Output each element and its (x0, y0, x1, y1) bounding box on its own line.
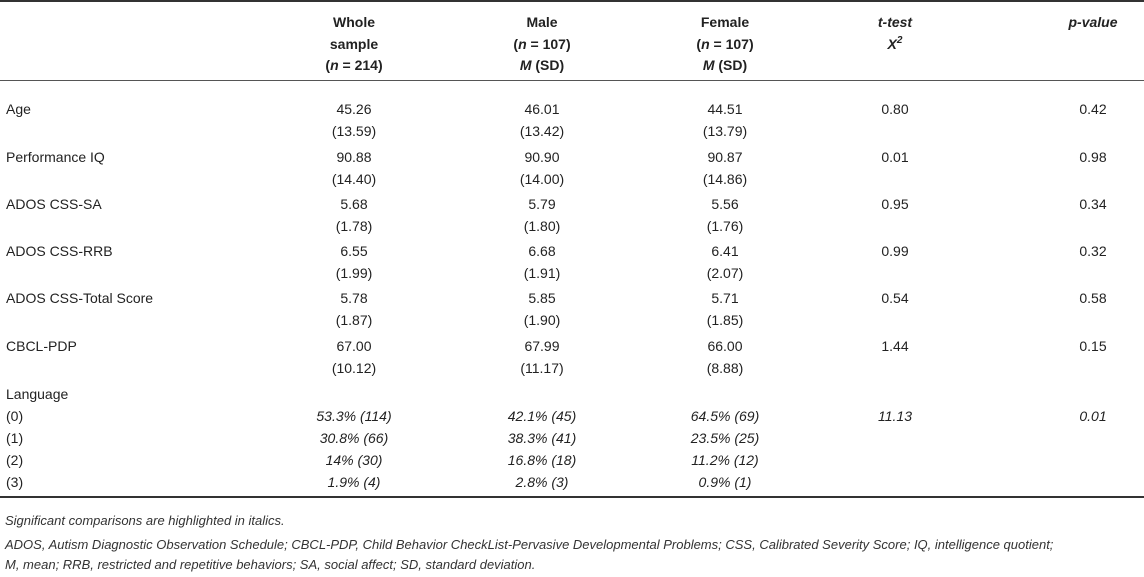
cell-whole-mean: 67.00 (336, 338, 372, 354)
header-female-stat: M (SD) (702, 57, 748, 73)
row-label: ADOS CSS-SA (6, 196, 102, 212)
table-header-rule (0, 80, 1144, 81)
cell-whole-sd: (13.59) (331, 123, 377, 139)
cell-whole-sd: (1.87) (335, 312, 373, 328)
cell-female-sd: (13.79) (702, 123, 748, 139)
cell-whole-sd: (1.78) (335, 218, 373, 234)
language-level-label: (1) (6, 430, 24, 446)
header-female: Female (n = 107) M (SD) (585, 12, 865, 77)
cell-male-sd: (14.00) (519, 171, 565, 187)
cell-male-mean: 5.79 (528, 196, 556, 212)
table-bottom-rule (0, 496, 1144, 498)
header-pvalue: p-value (1068, 14, 1118, 30)
cell-male-sd: (11.17) (520, 360, 564, 376)
footnote-abbreviations-1: ADOS, Autism Diagnostic Observation Sche… (5, 537, 1054, 552)
cell-pvalue: 0.42 (1079, 101, 1107, 117)
cell-ttest: 0.54 (881, 290, 909, 306)
cell-female-mean: 66.00 (707, 338, 743, 354)
cell-female-mean: 5.56 (711, 196, 739, 212)
cell-language-female: 23.5% (25) (690, 430, 760, 446)
cell-male-mean: 5.85 (528, 290, 556, 306)
cell-pvalue: 0.15 (1079, 338, 1107, 354)
cell-whole-mean: 5.78 (340, 290, 368, 306)
row-label: ADOS CSS-RRB (6, 243, 113, 259)
language-level-label: (0) (6, 408, 24, 424)
cell-ttest: 0.95 (881, 196, 909, 212)
footnote-abbreviations-2: M, mean; RRB, restricted and repetitive … (5, 557, 536, 572)
header-male: Male (n = 107) M (SD) (402, 12, 682, 77)
cell-male-mean: 90.90 (524, 149, 560, 165)
header-ttest: t-test X2 (825, 12, 965, 55)
cell-pvalue: 0.34 (1079, 196, 1107, 212)
header-male-n: (n = 107) (513, 35, 571, 52)
cell-male-mean: 67.99 (524, 338, 560, 354)
cell-female-sd: (8.88) (706, 360, 744, 376)
cell-female-sd: (2.07) (706, 265, 744, 281)
cell-language-ttest: 11.13 (878, 408, 912, 424)
table-top-rule (0, 0, 1144, 2)
cell-language-male: 42.1% (45) (507, 408, 577, 424)
cell-language-whole: 30.8% (66) (319, 430, 389, 446)
cell-whole-mean: 5.68 (340, 196, 368, 212)
header-ttest-label: t-test (877, 14, 913, 30)
row-label: CBCL-PDP (6, 338, 77, 354)
header-whole-n: (n = 214) (325, 57, 383, 73)
cell-male-sd: (1.90) (523, 312, 561, 328)
header-male-stat: M (SD) (519, 57, 565, 73)
cell-ttest: 0.01 (881, 149, 909, 165)
row-label-language: Language (6, 386, 69, 402)
language-level-label: (2) (6, 452, 24, 468)
cell-male-mean: 6.68 (528, 243, 556, 259)
cell-ttest: 0.80 (881, 101, 909, 117)
cell-whole-mean: 6.55 (340, 243, 368, 259)
header-female-n: (n = 107) (696, 35, 754, 52)
cell-male-sd: (1.91) (523, 265, 561, 281)
cell-pvalue: 0.98 (1079, 149, 1107, 165)
row-label: ADOS CSS-Total Score (6, 290, 154, 306)
cell-female-mean: 44.51 (707, 101, 743, 117)
cell-female-mean: 6.41 (711, 243, 739, 259)
cell-female-sd: (1.85) (706, 312, 744, 328)
cell-female-mean: 5.71 (711, 290, 739, 306)
cell-male-sd: (13.42) (519, 123, 565, 139)
cell-female-sd: (14.86) (702, 171, 748, 187)
cell-whole-sd: (14.40) (331, 171, 377, 187)
cell-ttest: 0.99 (881, 243, 909, 259)
cell-whole-sd: (10.12) (331, 360, 377, 376)
cell-language-whole: 1.9% (4) (327, 474, 381, 490)
cell-male-mean: 46.01 (524, 101, 560, 117)
header-whole-sample: Whole sample (n = 214) (214, 12, 494, 77)
cell-language-female: 11.2% (12) (691, 452, 759, 468)
language-level-label: (3) (6, 474, 24, 490)
cell-whole-mean: 90.88 (336, 149, 372, 165)
cell-whole-mean: 45.26 (336, 101, 372, 117)
cell-male-sd: (1.80) (523, 218, 561, 234)
cell-language-pvalue: 0.01 (1079, 408, 1107, 424)
cell-female-mean: 90.87 (707, 149, 743, 165)
cell-language-female: 64.5% (69) (690, 408, 760, 424)
cell-language-male: 38.3% (41) (507, 430, 577, 446)
cell-language-male: 2.8% (3) (515, 474, 569, 490)
cell-female-sd: (1.76) (706, 218, 744, 234)
cell-language-whole: 14% (30) (325, 452, 383, 468)
row-label: Performance IQ (6, 149, 105, 165)
cell-ttest: 1.44 (881, 338, 909, 354)
cell-language-whole: 53.3% (114) (316, 408, 392, 424)
cell-pvalue: 0.58 (1079, 290, 1107, 306)
header-chi-square: X2 (887, 34, 903, 52)
cell-pvalue: 0.32 (1079, 243, 1107, 259)
row-label: Age (6, 101, 31, 117)
cell-whole-sd: (1.99) (335, 265, 373, 281)
cell-language-male: 16.8% (18) (507, 452, 577, 468)
footnote-significance: Significant comparisons are highlighted … (5, 513, 285, 528)
cell-language-female: 0.9% (1) (698, 474, 752, 490)
